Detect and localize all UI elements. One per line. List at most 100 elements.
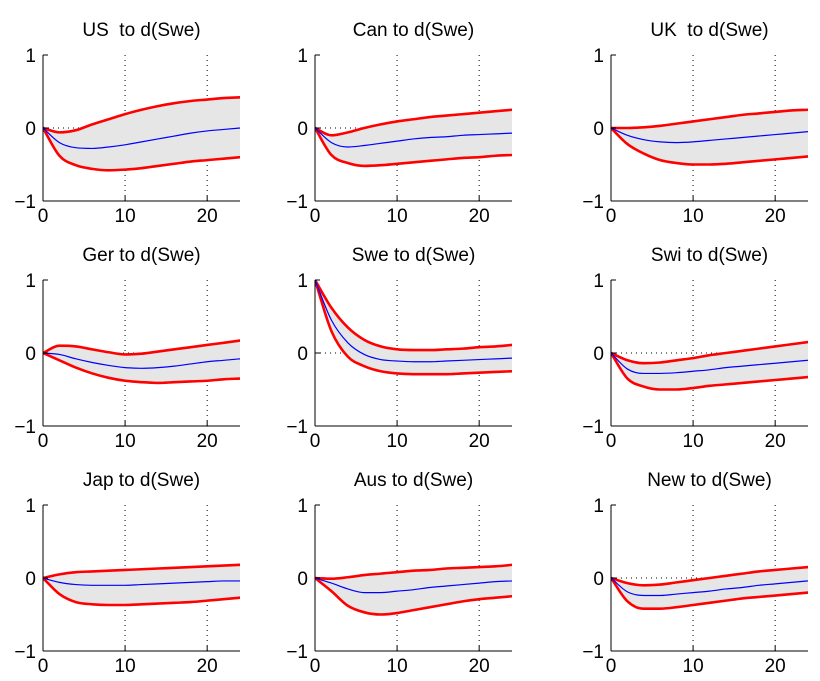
y-tick-label: −1 xyxy=(14,417,36,438)
y-tick-label: 1 xyxy=(593,46,604,67)
upper-bound-line xyxy=(315,108,512,137)
plot-area xyxy=(315,280,512,376)
confidence-band xyxy=(611,109,808,165)
panel-title: Ger to d(Swe) xyxy=(82,245,200,266)
upper-bound-line xyxy=(43,563,240,580)
y-tick-label: 0 xyxy=(297,344,308,365)
x-tick-label: 0 xyxy=(310,431,321,452)
lower-bound-line xyxy=(43,126,240,172)
x-tick-label: 0 xyxy=(606,431,617,452)
upper-bound-line xyxy=(43,339,240,356)
x-tick-label: 10 xyxy=(115,431,136,452)
y-tick-label: 1 xyxy=(593,271,604,292)
x-tick-label: 10 xyxy=(683,206,704,227)
median-response-line xyxy=(315,577,512,594)
y-tick-label: 0 xyxy=(593,119,604,140)
panel-title: UK to d(Swe) xyxy=(650,20,768,41)
x-tick-label: 10 xyxy=(115,206,136,227)
x-tick-label: 0 xyxy=(38,431,49,452)
median-response-line xyxy=(43,127,240,150)
y-tick-label: 0 xyxy=(593,569,604,590)
plot-area xyxy=(43,339,240,385)
y-tick-label: 0 xyxy=(25,119,36,140)
y-tick-label: 1 xyxy=(25,496,36,517)
confidence-band xyxy=(315,109,512,166)
x-tick-label: 0 xyxy=(38,206,49,227)
confidence-band xyxy=(611,342,808,390)
x-tick-label: 20 xyxy=(469,431,490,452)
y-tick-label: −1 xyxy=(286,642,308,663)
plot-area xyxy=(43,563,240,607)
x-tick-label: 10 xyxy=(683,431,704,452)
confidence-band xyxy=(43,97,240,171)
y-tick-label: 1 xyxy=(297,496,308,517)
y-tick-label: −1 xyxy=(14,192,36,213)
upper-bound-line xyxy=(315,280,512,352)
y-tick-label: −1 xyxy=(14,642,36,663)
median-response-line xyxy=(43,577,240,586)
plot-area xyxy=(611,340,808,391)
x-tick-label: 10 xyxy=(115,656,136,677)
y-tick-label: 0 xyxy=(297,119,308,140)
plot-area xyxy=(611,565,808,610)
x-tick-label: 10 xyxy=(387,656,408,677)
x-tick-label: 0 xyxy=(606,656,617,677)
y-tick-label: −1 xyxy=(286,192,308,213)
x-tick-label: 0 xyxy=(310,206,321,227)
plot-area xyxy=(315,563,512,616)
upper-bound-line xyxy=(611,340,808,365)
panel-title: New to d(Swe) xyxy=(647,470,772,491)
median-response-line xyxy=(315,127,512,148)
lower-bound-line xyxy=(43,576,240,607)
y-tick-label: 1 xyxy=(297,46,308,67)
y-tick-label: −1 xyxy=(582,642,604,663)
panel-title: Swe to d(Swe) xyxy=(352,245,476,266)
lower-bound-line xyxy=(315,280,512,376)
confidence-band xyxy=(315,280,512,375)
y-tick-label: 1 xyxy=(25,46,36,67)
plot-area xyxy=(611,108,808,166)
median-response-line xyxy=(315,280,512,363)
x-tick-label: 10 xyxy=(387,206,408,227)
x-tick-label: 20 xyxy=(197,206,218,227)
y-tick-label: 0 xyxy=(25,569,36,590)
x-tick-label: 20 xyxy=(765,656,786,677)
y-tick-label: 0 xyxy=(25,344,36,365)
upper-bound-line xyxy=(315,563,512,581)
x-tick-label: 20 xyxy=(197,656,218,677)
y-tick-label: 1 xyxy=(25,271,36,292)
x-tick-label: 20 xyxy=(469,656,490,677)
lower-bound-line xyxy=(611,576,808,610)
y-tick-label: 1 xyxy=(593,496,604,517)
y-tick-label: 0 xyxy=(593,344,604,365)
y-tick-label: 0 xyxy=(297,569,308,590)
upper-bound-line xyxy=(611,565,808,587)
lower-bound-line xyxy=(315,576,512,616)
lower-bound-line xyxy=(611,126,808,166)
x-tick-label: 10 xyxy=(683,656,704,677)
y-tick-label: 1 xyxy=(297,271,308,292)
x-tick-label: 20 xyxy=(469,206,490,227)
x-tick-label: 0 xyxy=(606,206,617,227)
panel-title: Aus to d(Swe) xyxy=(354,470,473,491)
panel-title: Can to d(Swe) xyxy=(353,20,474,41)
lower-bound-line xyxy=(611,351,808,391)
plot-area xyxy=(43,96,240,172)
x-tick-label: 20 xyxy=(197,431,218,452)
x-tick-label: 20 xyxy=(765,206,786,227)
confidence-band xyxy=(611,567,808,609)
median-response-line xyxy=(611,352,808,375)
median-response-line xyxy=(43,352,240,369)
panel-title: Jap to d(Swe) xyxy=(83,470,200,491)
median-response-line xyxy=(611,577,808,597)
y-tick-label: −1 xyxy=(582,192,604,213)
panel-title: US to d(Swe) xyxy=(82,20,200,41)
